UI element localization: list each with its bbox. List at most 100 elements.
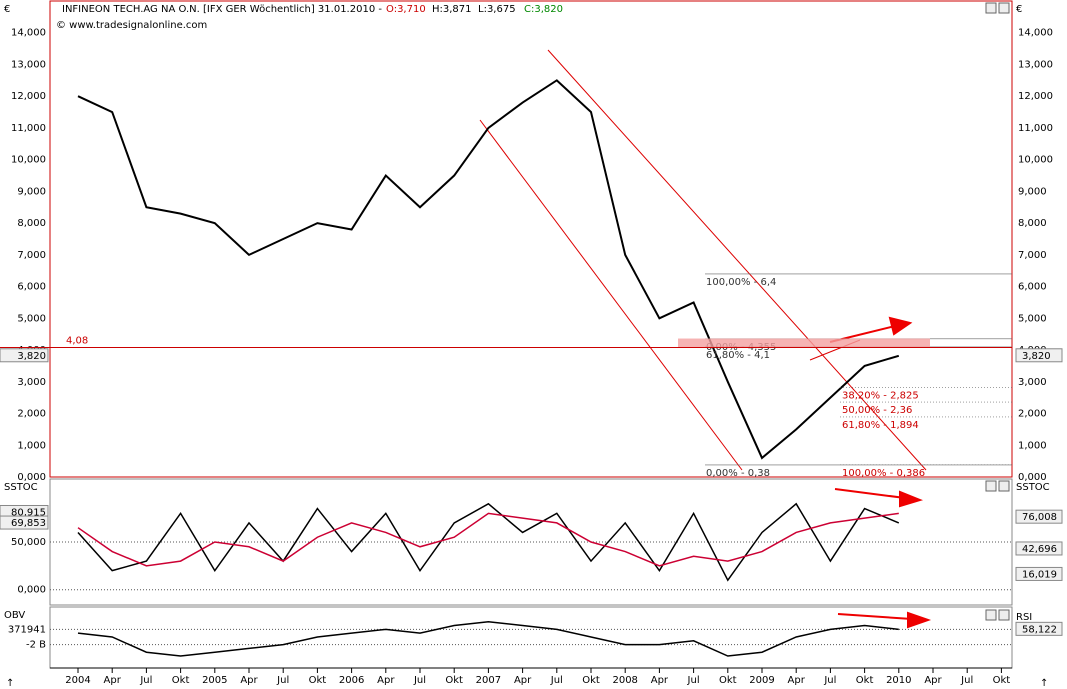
panel-title: RSI [1016,612,1032,623]
y-tick-label: 5,000 [17,313,46,324]
x-tick-label: Apr [104,675,122,686]
title: INFINEON TECH.AG NA O.N. [IFX GER Wöchen… [62,4,382,15]
x-tick-label: Okt [993,675,1011,686]
x-tick-label: 2010 [886,675,911,686]
value-box-label: 69,853 [11,518,46,529]
x-tick-label: Okt [582,675,600,686]
copyright: © www.tradesignalonline.com [56,20,207,31]
series-line [77,512,899,567]
currency: € [1016,4,1022,15]
fib-label: 0,00% - 0,38 [706,468,770,479]
panel-title: SSTOC [4,482,38,493]
fib-label: 100,00% - 0,386 [842,468,925,479]
y-tick-label: 2,000 [1018,409,1047,420]
x-tick-label: 2009 [749,675,774,686]
fib-label: 61,80% - 4,1 [706,350,770,361]
y-tick-label: 2,000 [17,409,46,420]
x-tick-label: Jul [550,675,563,686]
fib-label: 100,00% - 6,4 [706,277,776,288]
y-tick-label: 6,000 [1018,282,1047,293]
y-tick-label: 8,000 [17,218,46,229]
value-box [1015,541,1063,556]
restore-button[interactable] [985,2,997,14]
y-tick-label: 12,000 [11,91,46,102]
x-tick-label: 2005 [202,675,227,686]
x-tick-label: Okt [172,675,190,686]
scroll-arrow[interactable]: ↑ [1040,678,1048,689]
x-tick-label: 2006 [339,675,364,686]
x-tick-label: Jul [139,675,152,686]
fib-label: 50,00% - 2,36 [842,405,912,416]
low: L:3,675 [478,4,516,15]
y-tick-label: 11,000 [1018,123,1053,134]
y-tick-label: 0,000 [17,585,46,596]
y-tick-label: 0,000 [17,472,46,483]
y-tick-label: 6,000 [17,282,46,293]
y-tick-label: 9,000 [17,186,46,197]
currency: € [4,4,10,15]
x-tick-label: Jul [687,675,700,686]
series-line [77,620,899,657]
value-box [1015,509,1063,524]
close-button[interactable] [998,609,1010,621]
x-tick-label: Okt [445,675,463,686]
y-tick-label: 1,000 [17,440,46,451]
x-tick-label: Apr [514,675,532,686]
y-tick-label: 3,000 [1018,377,1047,388]
scroll-arrow[interactable]: ↑ [6,678,14,689]
y-tick-label: 7,000 [1018,250,1047,261]
value-box [1015,566,1063,581]
close-button[interactable] [998,2,1010,14]
value-box-label: 80,915 [11,507,46,518]
y-tick-label: 1,000 [1018,440,1047,451]
y-tick-label: 11,000 [11,123,46,134]
x-tick-label: Apr [240,675,258,686]
value-box-label: 3,820 [17,351,46,362]
x-tick-label: Jul [960,675,973,686]
x-tick-label: 2004 [65,675,90,686]
arrows [829,316,932,629]
restore-button[interactable] [985,480,997,492]
y-tick-label: -2 B [26,640,46,651]
y-tick-label: 371941 [8,624,46,635]
panel-title: OBV [4,610,25,621]
y-tick-label: 8,000 [1018,218,1047,229]
y-tick-label: 5,000 [1018,313,1047,324]
value-box-label: 76,008 [1022,512,1057,523]
series-line [77,79,900,460]
x-tick-label: Okt [856,675,874,686]
value-box-label: 58,122 [1022,624,1057,635]
x-tick-label: Apr [788,675,806,686]
price-panel [49,0,1013,478]
y-tick-label: 14,000 [11,28,46,39]
y-tick-label: 7,000 [17,250,46,261]
y-tick-label: 50,000 [11,537,46,548]
close: C:3,820 [524,4,563,15]
y-tick-label: 9,000 [1018,186,1047,197]
high: H:3,871 [432,4,472,15]
resistance-zone [678,338,930,348]
y-tick-label: 13,000 [1018,59,1053,70]
panel-title: SSTOC [1016,482,1050,493]
x-tick-label: 2008 [612,675,637,686]
x-tick-label: Jul [413,675,426,686]
y-tick-label: 10,000 [1018,155,1053,166]
open: O:3,710 [386,4,426,15]
value-box [0,348,49,363]
series-line [77,502,900,582]
fib-label: 61,80% - 1,894 [842,420,919,431]
x-tick-label: Apr [377,675,395,686]
y-tick-label: 13,000 [11,59,46,70]
window-buttons[interactable] [985,2,1010,621]
x-tick-label: Okt [719,675,737,686]
value-box [1015,621,1063,636]
close-button[interactable] [998,480,1010,492]
y-tick-label: 0,000 [1018,472,1047,483]
x-tick-label: Apr [651,675,669,686]
y-tick-label: 12,000 [1018,91,1053,102]
value-box-label: 3,820 [1022,351,1051,362]
support-label: 4,08 [66,336,88,347]
restore-button[interactable] [985,609,997,621]
value-box [1015,348,1063,363]
